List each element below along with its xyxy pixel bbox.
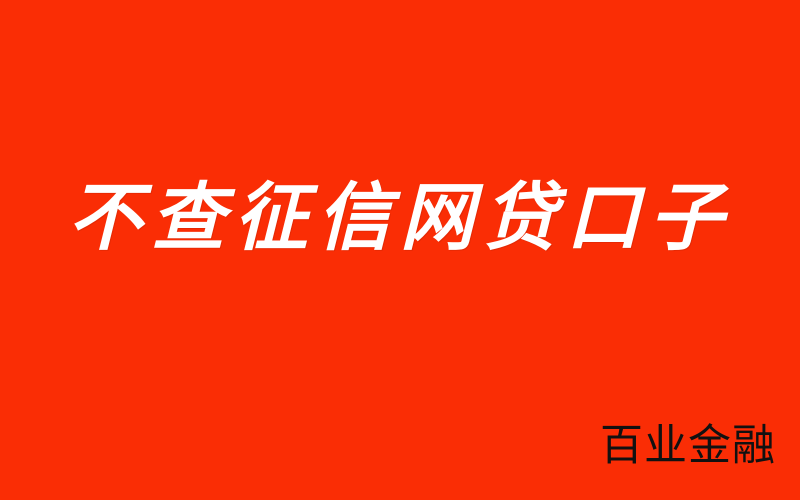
headline-text: 不查征信网贷口子	[68, 175, 732, 261]
brand-watermark: 百业金融	[600, 421, 776, 471]
